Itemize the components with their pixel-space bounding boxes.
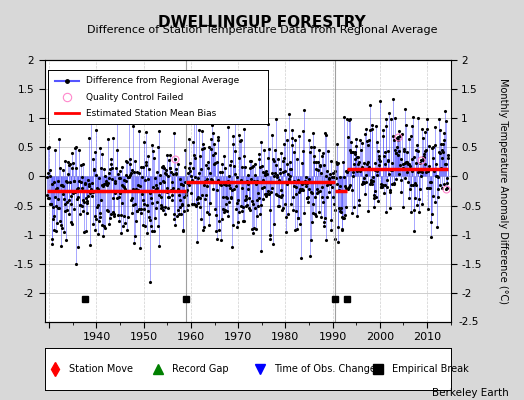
Text: Berkeley Earth: Berkeley Earth [432,388,508,398]
Text: -2.5: -2.5 [459,317,479,327]
Text: DWELLINGUP FORESTRY: DWELLINGUP FORESTRY [158,15,366,30]
Y-axis label: Monthly Temperature Anomaly Difference (°C): Monthly Temperature Anomaly Difference (… [498,78,508,304]
Text: Quality Control Failed: Quality Control Failed [85,92,183,102]
Text: Difference from Regional Average: Difference from Regional Average [85,76,239,85]
Text: Estimated Station Mean Bias: Estimated Station Mean Bias [85,109,216,118]
Text: Difference of Station Temperature Data from Regional Average: Difference of Station Temperature Data f… [87,25,437,35]
Text: Station Move: Station Move [69,364,133,374]
Text: Empirical Break: Empirical Break [392,364,468,374]
Text: Record Gap: Record Gap [172,364,229,374]
Text: Time of Obs. Change: Time of Obs. Change [274,364,376,374]
